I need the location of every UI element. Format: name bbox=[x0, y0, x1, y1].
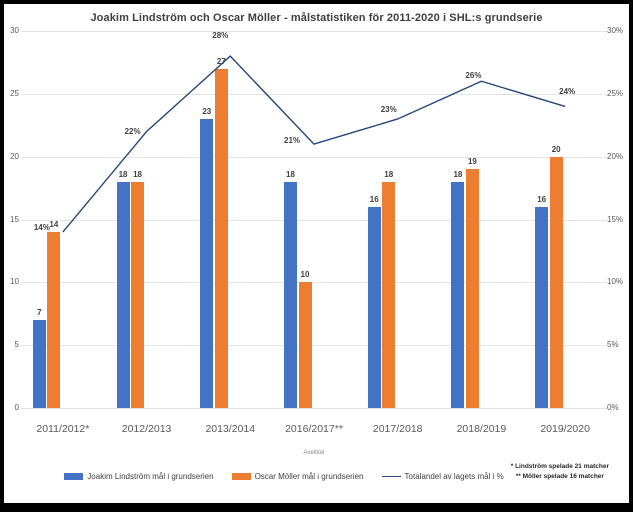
left-axis-tick: 10 bbox=[10, 277, 19, 287]
right-axis-tick: 10% bbox=[607, 277, 624, 287]
right-axis-tick: 0% bbox=[607, 403, 619, 412]
category-label: 2019/2020 bbox=[540, 423, 590, 435]
legend-label-moller: Oscar Möller mål i grundserien bbox=[254, 472, 364, 481]
lindstrom-bar bbox=[284, 181, 297, 408]
right-axis-tick: 20% bbox=[607, 151, 624, 161]
moller-bar bbox=[214, 68, 228, 408]
legend: Joakim Lindström mål i grundserien Oscar… bbox=[4, 472, 564, 481]
gridline bbox=[21, 408, 607, 409]
percent-line-value-label: 23% bbox=[380, 104, 397, 114]
lindstrom-bar-value-label: 23 bbox=[202, 106, 212, 116]
lindstrom-bar bbox=[367, 206, 381, 408]
moller-bar-value-label: 27 bbox=[216, 56, 226, 66]
legend-item-percent-line: Totalandel av lagets mål i % bbox=[381, 472, 504, 481]
percent-line-value-label: 21% bbox=[284, 136, 301, 146]
left-axis-tick: 5 bbox=[14, 340, 19, 350]
footnotes: * Lindström spelade 21 matcher ** Möller… bbox=[511, 462, 609, 482]
moller-bar-value-label: 14 bbox=[49, 220, 59, 230]
plot-area: 0 0% 5 5% 10 10% 15 15% 20 20% 25 25% 30 30% 7 14 2011/2… bbox=[4, 4, 629, 503]
moller-bar bbox=[298, 282, 312, 408]
gridline bbox=[21, 345, 607, 347]
lindstrom-bar-value-label: 16 bbox=[537, 194, 547, 204]
lindstrom-bar-value-label: 7 bbox=[37, 308, 42, 318]
left-axis-tick: 0 bbox=[14, 403, 19, 412]
moller-bar-value-label: 20 bbox=[551, 144, 561, 154]
gridline bbox=[21, 219, 607, 221]
percent-line-swatch-icon bbox=[381, 475, 401, 478]
chart-page: Joakim Lindström och Oscar Möller - måls… bbox=[4, 4, 629, 503]
legend-item-moller: Oscar Möller mål i grundserien bbox=[231, 472, 364, 481]
left-axis-tick: 15 bbox=[10, 214, 19, 224]
right-axis-tick: 5% bbox=[607, 340, 619, 350]
footnote-moller: ** Möller spelade 16 matcher bbox=[515, 473, 604, 481]
moller-bar bbox=[131, 181, 145, 408]
moller-bar-value-label: 18 bbox=[384, 169, 394, 179]
legend-label-percent-line: Totalandel av lagets mål i % bbox=[404, 472, 504, 481]
percent-line-value-label: 22% bbox=[124, 126, 141, 136]
legend-label-lindstrom: Joakim Lindström mål i grundserien bbox=[87, 472, 214, 481]
left-axis-tick: 20 bbox=[10, 151, 19, 161]
moller-bar-value-label: 10 bbox=[300, 270, 310, 280]
category-label: 2016/2017** bbox=[285, 423, 343, 435]
category-label: 2013/2014 bbox=[205, 423, 256, 435]
left-axis-tick: 30 bbox=[10, 26, 19, 35]
percent-line-value-label: 24% bbox=[559, 87, 576, 97]
moller-bar-value-label: 19 bbox=[467, 157, 477, 167]
legend-item-lindstrom: Joakim Lindström mål i grundserien bbox=[64, 472, 214, 481]
lindstrom-bar-value-label: 18 bbox=[286, 169, 295, 179]
gridline bbox=[21, 282, 607, 284]
right-axis-tick: 15% bbox=[607, 214, 624, 224]
moller-bar-value-label: 18 bbox=[133, 169, 143, 179]
moller-bar bbox=[382, 181, 396, 408]
moller-bar-swatch-icon bbox=[231, 473, 251, 480]
category-label: 2017/2018 bbox=[372, 423, 423, 435]
left-axis-tick: 25 bbox=[10, 88, 19, 98]
category-label: 2018/2019 bbox=[456, 423, 507, 435]
footnote-lindstrom: * Lindström spelade 21 matcher bbox=[510, 463, 609, 470]
right-axis-tick: 30% bbox=[607, 26, 624, 35]
lindstrom-bar-swatch-icon bbox=[64, 473, 84, 480]
lindstrom-bar bbox=[200, 118, 214, 408]
moller-bar bbox=[465, 169, 479, 408]
chart-title: Joakim Lindström och Oscar Möller - måls… bbox=[90, 12, 543, 24]
category-label: 2011/2012* bbox=[36, 423, 90, 435]
lindstrom-bar-value-label: 18 bbox=[453, 169, 463, 179]
gridline bbox=[21, 156, 607, 158]
x-axis-title: Axeltitel bbox=[303, 450, 325, 456]
moller-bar bbox=[47, 232, 61, 408]
lindstrom-bar bbox=[32, 320, 46, 408]
lindstrom-bar bbox=[535, 206, 549, 408]
right-axis-tick: 25% bbox=[607, 88, 624, 98]
category-label: 2012/2013 bbox=[121, 423, 172, 435]
lindstrom-bar bbox=[451, 181, 465, 408]
percent-line-value-label: 28% bbox=[212, 31, 229, 41]
lindstrom-bar-value-label: 16 bbox=[369, 194, 379, 204]
gridline bbox=[21, 31, 607, 32]
percent-line-value-label: 14% bbox=[33, 223, 50, 233]
lindstrom-bar bbox=[116, 181, 130, 408]
gridline bbox=[21, 93, 607, 95]
percent-line-value-label: 26% bbox=[465, 71, 482, 81]
